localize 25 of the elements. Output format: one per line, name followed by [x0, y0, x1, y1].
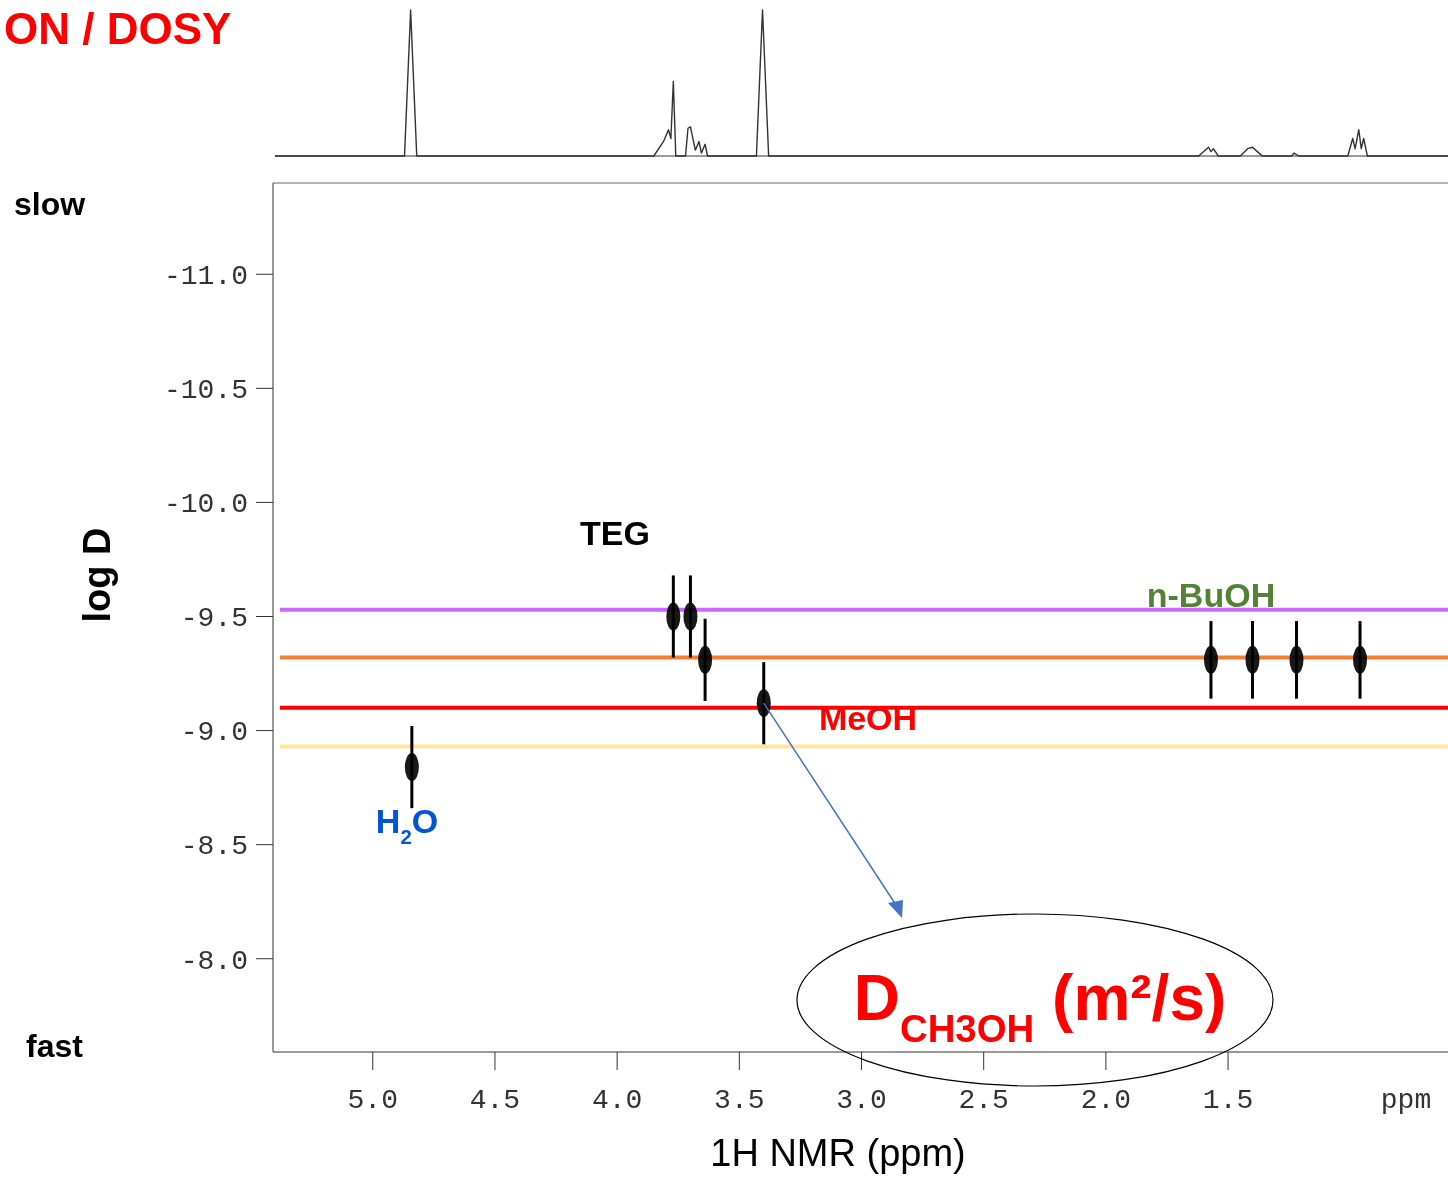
text: fast [26, 1028, 84, 1064]
annotation: n-BuOH [1146, 575, 1276, 614]
x-tick-label: 4.0 [591, 1085, 643, 1116]
x-tick-label: 3.0 [836, 1085, 887, 1116]
x-tick-label: 5.0 [347, 1085, 398, 1116]
x-tick-label: 1.5 [1202, 1085, 1254, 1116]
x-tick-label: 3.5 [714, 1085, 765, 1116]
y-tick-label: -8.5 [180, 831, 248, 863]
y-tick-label: -9.5 [180, 603, 248, 635]
x-axis-title: 1H NMR (ppm) [710, 1132, 966, 1174]
y-axis-title: log D [76, 527, 118, 623]
x-tick-label: 4.5 [469, 1085, 521, 1116]
annotation: H$_{2}$O [375, 801, 439, 848]
x-tick-label: 2.0 [1080, 1085, 1132, 1116]
y-tick-label: -10.0 [163, 489, 248, 521]
y-tick-label: -8.0 [180, 945, 248, 977]
chart-title: ON / DOSY [4, 4, 232, 53]
text: slow [14, 186, 86, 222]
y-tick-label: -9.0 [180, 717, 248, 749]
y-tick-label: -11.0 [163, 261, 248, 293]
y-tick-label: -10.5 [163, 375, 248, 407]
annotation: TEG [580, 513, 650, 552]
x-tick-label: 2.5 [958, 1085, 1009, 1116]
annotation: D$_{CH3OH}$ (m²/s) [853, 962, 1227, 1050]
text: ppm [1380, 1085, 1432, 1116]
